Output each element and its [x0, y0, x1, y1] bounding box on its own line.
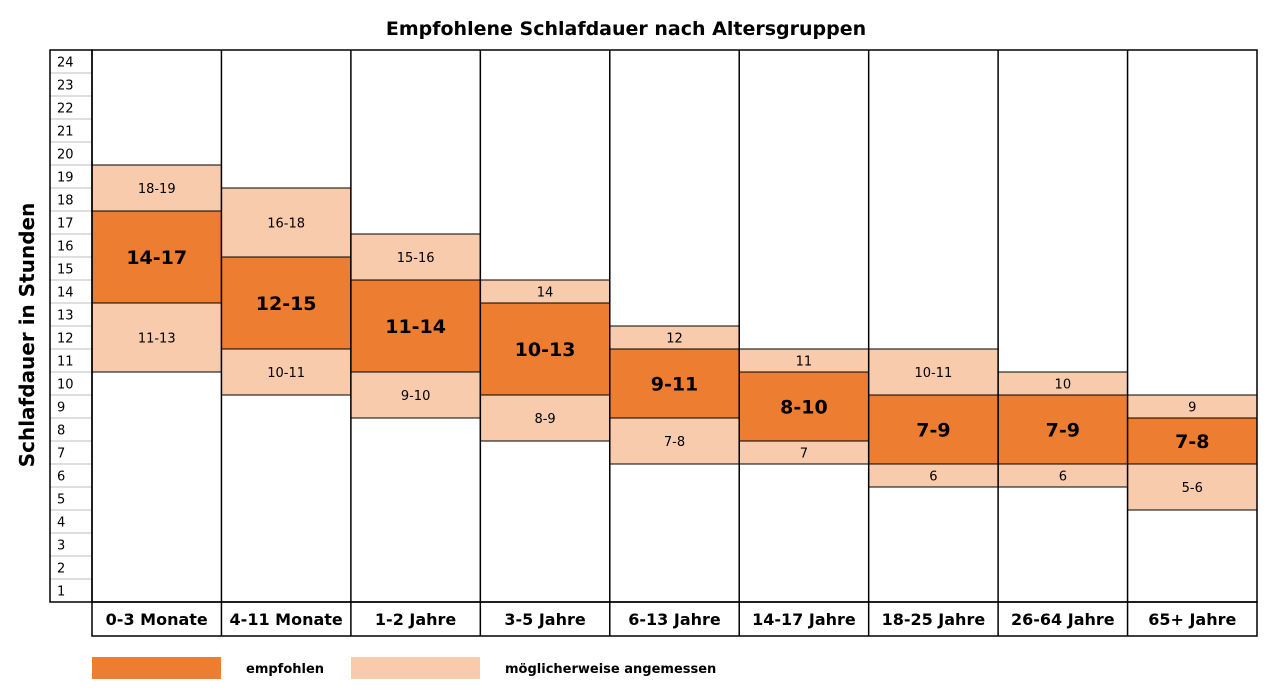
- recommended-label-26-64-jahre: 7-9: [1046, 420, 1080, 442]
- possible-label-1-2-jahre: 15-16: [397, 251, 435, 266]
- category-label-0-3-monate: 0-3 Monate: [106, 610, 208, 629]
- possible-label-18-25-jahre: 10-11: [914, 366, 952, 381]
- y-tick-label: 18: [57, 194, 74, 209]
- possible-bar-4-11-monate: [220, 187, 352, 258]
- recommended-label-65-jahre: 7-8: [1175, 431, 1209, 453]
- y-tick-label: 12: [57, 332, 74, 347]
- possible-label-1-2-jahre: 9-10: [401, 389, 431, 404]
- y-tick-label: 22: [57, 102, 74, 117]
- recommended-label-0-3-monate: 14-17: [126, 247, 187, 269]
- y-tick-label: 14: [57, 286, 74, 301]
- y-tick-label: 6: [57, 470, 65, 485]
- recommended-label-18-25-jahre: 7-9: [916, 420, 950, 442]
- category-label-4-11-monate: 4-11 Monate: [230, 610, 343, 629]
- possible-label-3-5-jahre: 14: [537, 286, 554, 301]
- possible-bar-0-3-monate: [91, 302, 222, 373]
- possible-label-26-64-jahre: 6: [1059, 470, 1067, 485]
- possible-label-3-5-jahre: 8-9: [534, 412, 555, 427]
- possible-label-4-11-monate: 16-18: [267, 217, 305, 232]
- recommended-bar-3-5-jahre: [479, 302, 611, 396]
- y-tick-label: 3: [57, 539, 65, 554]
- possible-bar-1-2-jahre: [350, 371, 481, 419]
- y-tick-label: 2: [57, 562, 65, 577]
- possible-label-26-64-jahre: 10: [1055, 378, 1072, 393]
- y-tick-label: 23: [57, 79, 74, 94]
- recommended-bar-1-2-jahre: [350, 279, 481, 373]
- recommended-bar-0-3-monate: [91, 210, 222, 304]
- possible-label-14-17-jahre: 11: [796, 355, 813, 370]
- y-tick-label: 9: [57, 401, 65, 416]
- y-tick-label: 7: [57, 447, 65, 462]
- possible-bar-0-3-monate: [91, 164, 222, 212]
- bar-segments: 18-19 11-13 14-17 16-18 10-11 12-15 15-16 9-10 1…: [91, 164, 1258, 511]
- possible-label-14-17-jahre: 7: [800, 447, 808, 462]
- possible-bar-18-25-jahre: [868, 348, 999, 396]
- legend-label-m-glicherweise-angemessen: möglicherweise angemessen: [505, 662, 716, 677]
- possible-label-4-11-monate: 10-11: [267, 366, 305, 381]
- chart-frame: [49, 49, 1258, 637]
- possible-bar-65-jahre: [1127, 463, 1258, 511]
- possible-label-65-jahre: 9: [1188, 401, 1196, 416]
- possible-label-6-13-jahre: 12: [666, 332, 683, 347]
- possible-label-18-25-jahre: 6: [929, 470, 937, 485]
- recommended-bar-6-13-jahre: [609, 348, 740, 419]
- possible-bar-6-13-jahre: [609, 417, 740, 465]
- possible-bar-3-5-jahre: [479, 394, 611, 442]
- y-tick-label: 8: [57, 424, 65, 439]
- category-label-26-64-jahre: 26-64 Jahre: [1011, 610, 1115, 629]
- recommended-label-4-11-monate: 12-15: [256, 293, 317, 315]
- possible-label-6-13-jahre: 7-8: [664, 435, 685, 450]
- legend-swatch-empfohlen: [92, 657, 221, 679]
- recommended-label-3-5-jahre: 10-13: [515, 339, 576, 361]
- recommended-label-6-13-jahre: 9-11: [651, 374, 699, 396]
- y-axis-label: Schlafdauer in Stunden: [15, 203, 39, 468]
- legend: empfohlen möglicherweise angemessen: [92, 657, 716, 679]
- possible-label-0-3-monate: 11-13: [138, 332, 176, 347]
- y-tick-label: 24: [57, 56, 74, 71]
- y-tick-label: 19: [57, 171, 74, 186]
- chart-title: Empfohlene Schlafdauer nach Altersgruppe…: [386, 18, 866, 40]
- category-label-1-2-jahre: 1-2 Jahre: [375, 610, 457, 629]
- recommended-bar-14-17-jahre: [738, 371, 870, 442]
- y-tick-label: 17: [57, 217, 74, 232]
- category-row-border: [91, 601, 1258, 637]
- y-tick-label: 1: [57, 585, 65, 600]
- possible-bar-1-2-jahre: [350, 233, 481, 281]
- legend-swatch-m-glicherweise-angemessen: [351, 657, 480, 679]
- y-tick-label: 13: [57, 309, 74, 324]
- y-tick-label: 20: [57, 148, 74, 163]
- recommended-bar-18-25-jahre: [868, 394, 999, 465]
- category-label-65-jahre: 65+ Jahre: [1148, 610, 1236, 629]
- category-label-3-5-jahre: 3-5 Jahre: [504, 610, 586, 629]
- category-label-14-17-jahre: 14-17 Jahre: [752, 610, 856, 629]
- possible-label-65-jahre: 5-6: [1182, 481, 1203, 496]
- category-label-6-13-jahre: 6-13 Jahre: [628, 610, 721, 629]
- y-tick-label: 16: [57, 240, 74, 255]
- possible-label-0-3-monate: 18-19: [138, 182, 176, 197]
- y-tick-label: 15: [57, 263, 74, 278]
- category-labels: 0-3 Monate 4-11 Monate 1-2 Jahre 3-5 Jahre 6…: [106, 610, 1237, 629]
- y-tick-label: 4: [57, 516, 65, 531]
- recommended-bar-26-64-jahre: [997, 394, 1129, 465]
- y-tick-label: 11: [57, 355, 74, 370]
- y-tick-label: 21: [57, 125, 74, 140]
- y-tick-label: 10: [57, 378, 74, 393]
- recommended-label-14-17-jahre: 8-10: [780, 397, 828, 419]
- recommended-label-1-2-jahre: 11-14: [385, 316, 446, 338]
- y-tick-label: 5: [57, 493, 65, 508]
- chart-grid: [50, 49, 92, 580]
- legend-label-empfohlen: empfohlen: [246, 662, 324, 677]
- recommended-bar-4-11-monate: [220, 256, 352, 350]
- category-label-18-25-jahre: 18-25 Jahre: [882, 610, 986, 629]
